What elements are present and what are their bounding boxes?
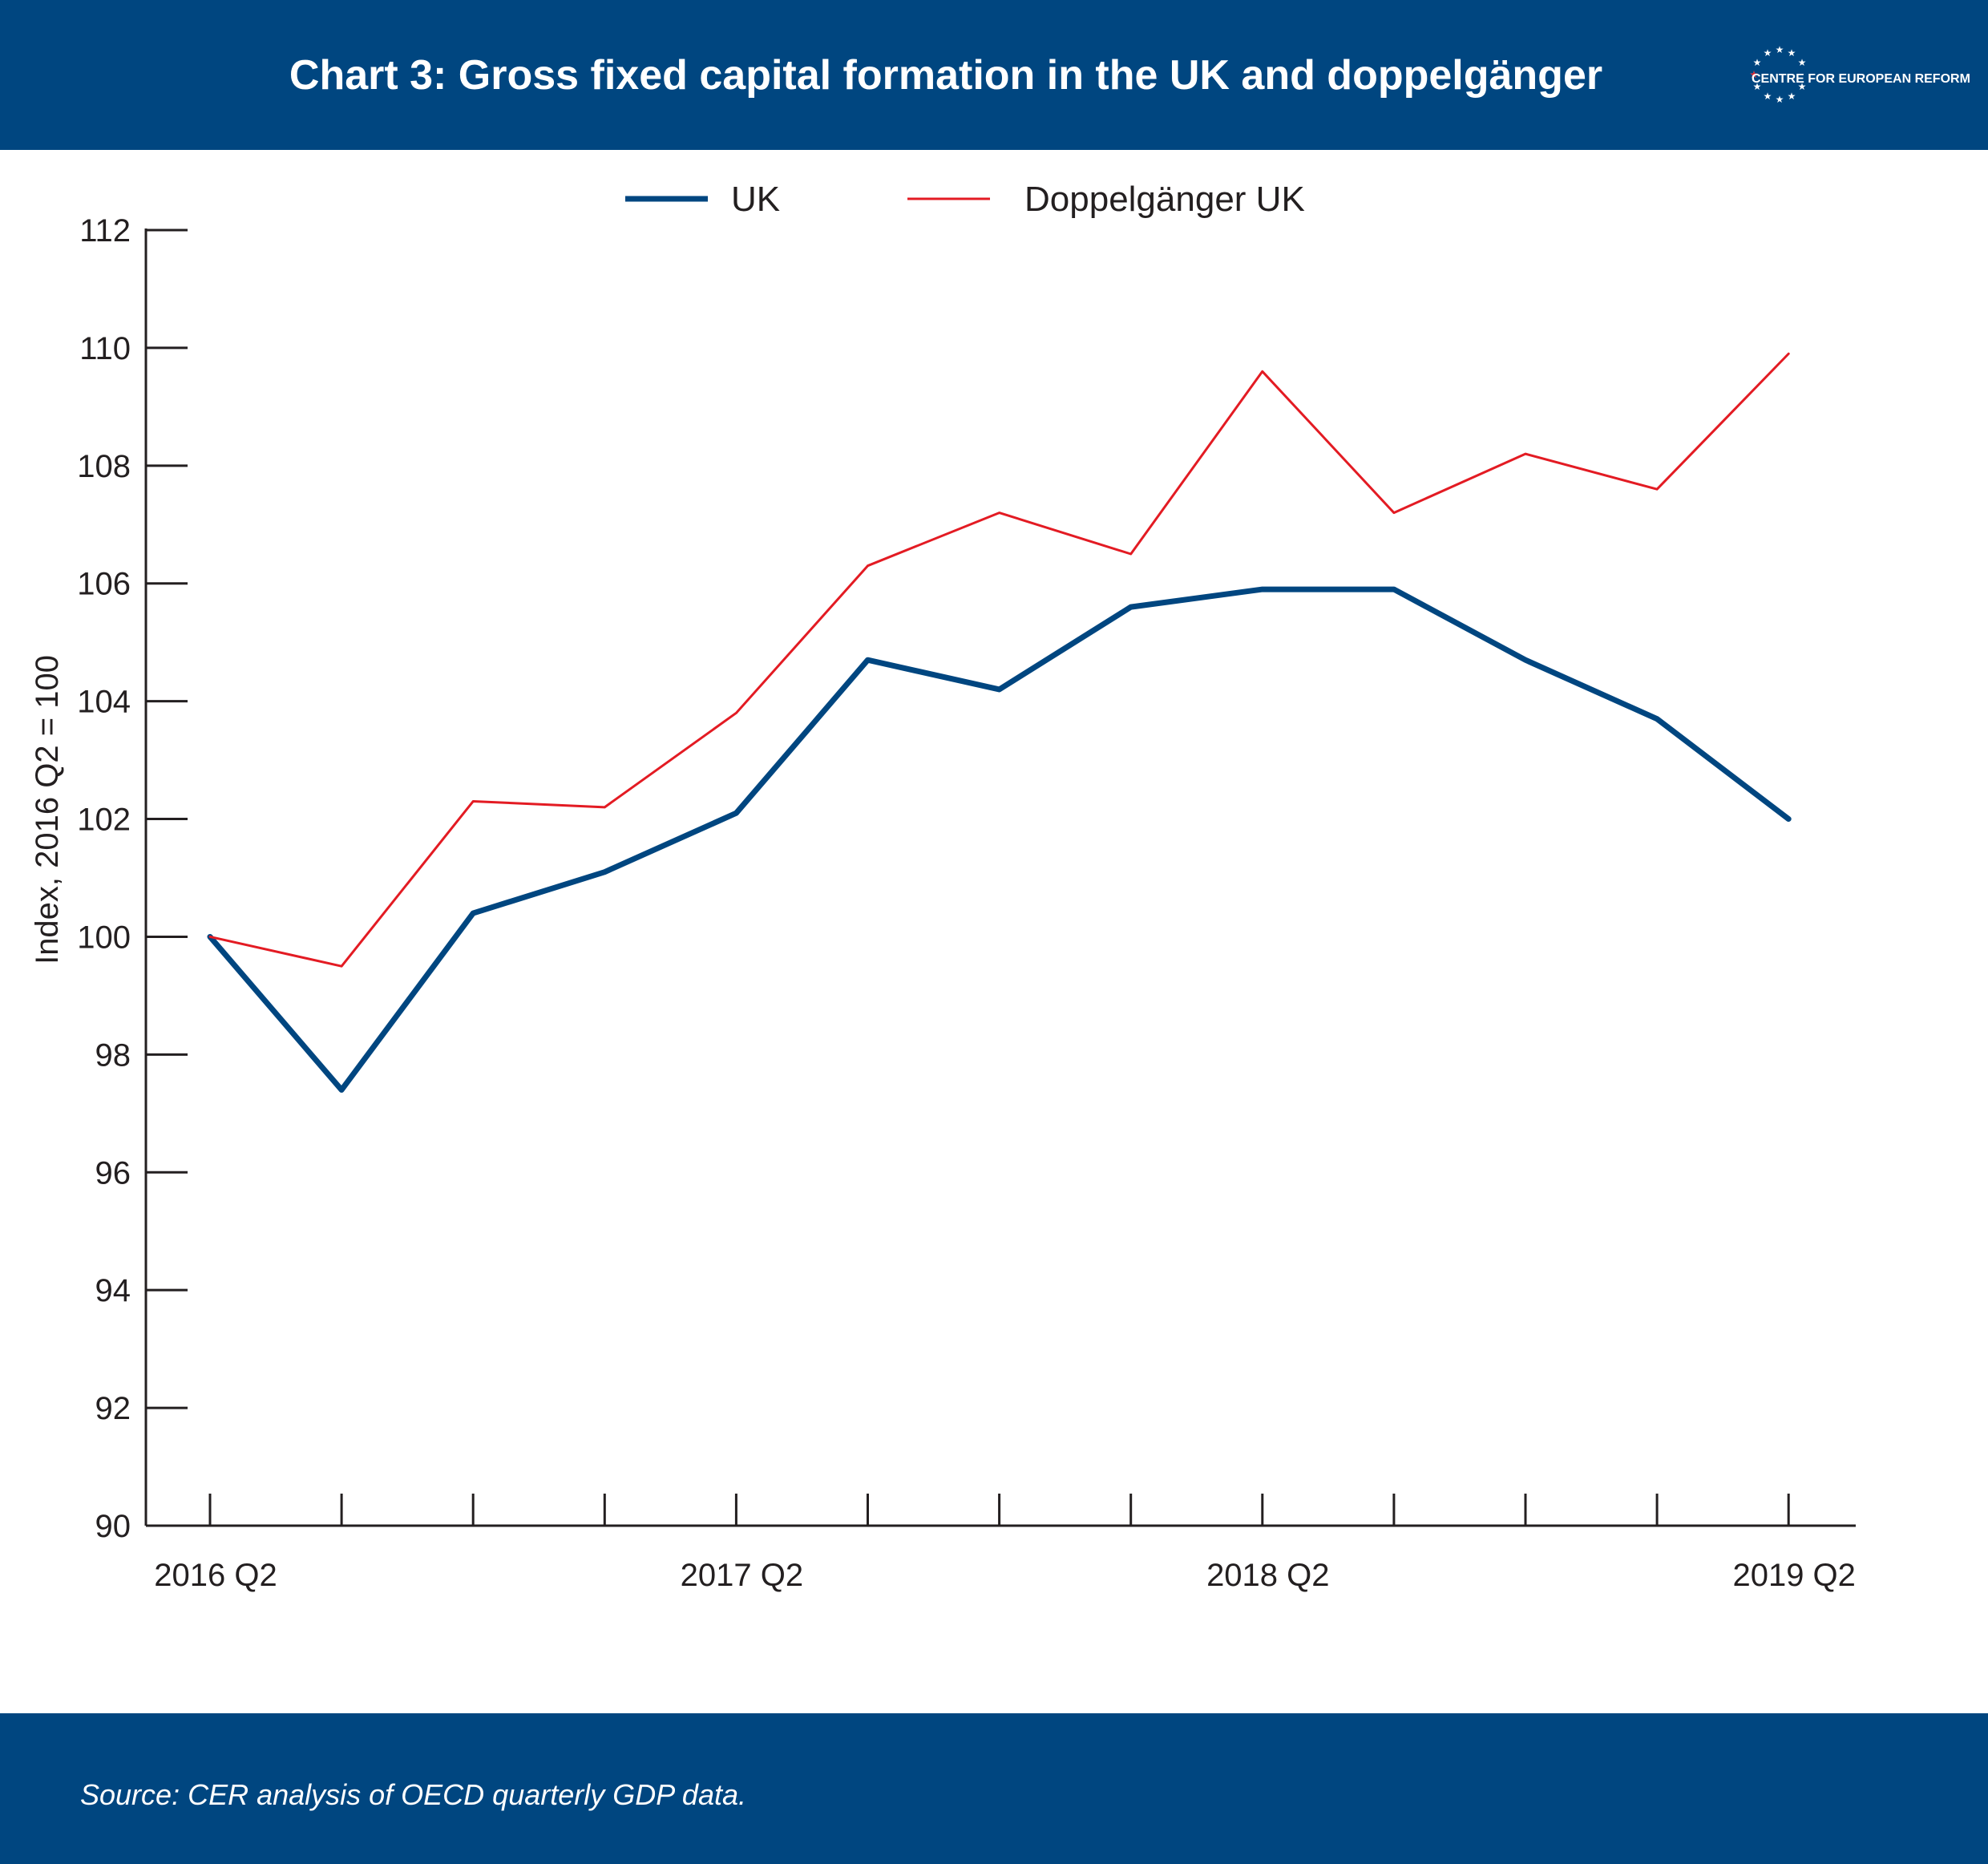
source-note: Source: CER analysis of OECD quarterly G… (80, 1778, 746, 1811)
y-tick-label: 92 (95, 1391, 131, 1426)
y-tick-label: 100 (77, 920, 131, 955)
svg-text:★: ★ (1798, 81, 1807, 92)
y-tick-label: 110 (79, 331, 131, 366)
y-tick-label: 90 (95, 1509, 131, 1544)
x-tick-label: 2016 Q2 (154, 1558, 277, 1593)
svg-text:★: ★ (1753, 57, 1762, 68)
y-axis-label: Index, 2016 Q2 = 100 (30, 655, 65, 964)
series-line-doppelganger (208, 352, 1790, 968)
y-tick-label: 104 (77, 685, 131, 720)
x-tick-label: 2019 Q2 (1732, 1558, 1855, 1593)
header-band (0, 0, 1988, 150)
footer-band (0, 1713, 1988, 1864)
cer-logo-icon: ★ ★ ★ ★ ★ ★ ★ ★ ★ ★ ★ ★ (1750, 44, 1807, 105)
y-tick-label: 94 (95, 1273, 131, 1308)
legend-label: UK (731, 180, 780, 219)
svg-text:★: ★ (1776, 94, 1784, 105)
y-tick-label: 96 (95, 1155, 131, 1191)
svg-text:★: ★ (1776, 44, 1784, 55)
svg-text:★: ★ (1764, 91, 1772, 102)
svg-text:★: ★ (1750, 69, 1759, 80)
chart-title: Chart 3: Gross fixed capital formation i… (289, 51, 1603, 99)
y-tick-label: 98 (95, 1037, 131, 1073)
svg-text:★: ★ (1753, 81, 1762, 92)
svg-text:★: ★ (1798, 57, 1807, 68)
x-tick-label: 2017 Q2 (681, 1558, 803, 1593)
chart-axes: 90 92 94 96 98 100 102 104 106 108 110 112 2016 Q2 20… (77, 213, 1856, 1593)
line-chart: 90 92 94 96 98 100 102 104 106 108 110 112 2016 Q2 20… (30, 180, 1856, 1593)
chart-series (207, 352, 1792, 1093)
svg-text:★: ★ (1788, 47, 1796, 59)
logo-text: CENTRE FOR EUROPEAN REFORM (1752, 72, 1970, 86)
svg-text:★: ★ (1764, 47, 1772, 59)
y-tick-label: 112 (79, 213, 131, 249)
x-tick-label: 2018 Q2 (1206, 1558, 1329, 1593)
y-tick-label: 106 (77, 567, 131, 602)
chart-legend: UK Doppelgänger UK (625, 180, 1305, 219)
y-tick-label: 108 (77, 449, 131, 484)
series-line-uk (207, 586, 1792, 1093)
svg-text:★: ★ (1788, 91, 1796, 102)
svg-text:★: ★ (1750, 69, 1759, 80)
y-tick-label: 102 (77, 803, 131, 838)
legend-label: Doppelgänger UK (1024, 180, 1305, 219)
